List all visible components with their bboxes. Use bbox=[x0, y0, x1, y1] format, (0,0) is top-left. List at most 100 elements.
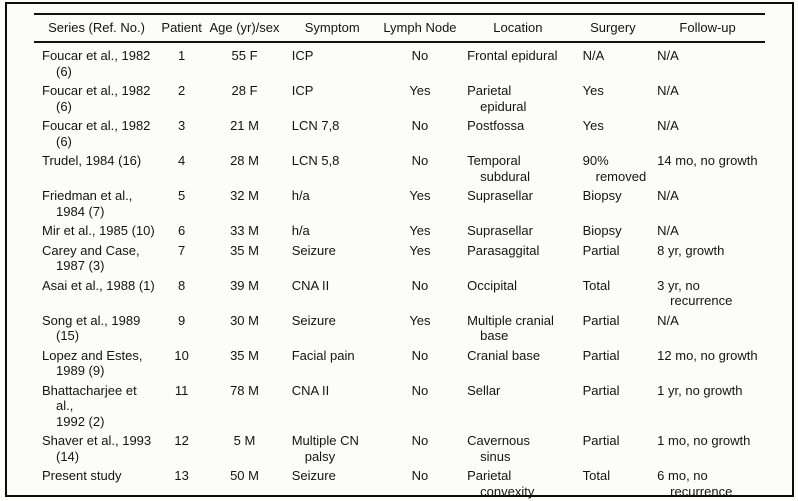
cell-lymph_node: No bbox=[411, 118, 429, 133]
cell-age_sex: 28 M bbox=[230, 153, 259, 168]
cell-age_sex: 55 F bbox=[231, 48, 258, 63]
cell-series: Bhattacharjee et al., 1992 (2) bbox=[42, 382, 137, 429]
cell-location: Suprasellar bbox=[467, 188, 533, 203]
cell-age_sex: 78 M bbox=[230, 382, 259, 398]
cell-follow_up: 1 yr, no growth bbox=[657, 382, 743, 398]
cell-symptom: Facial pain bbox=[291, 347, 355, 363]
cell-location: Cavernous sinus bbox=[467, 433, 531, 464]
table-row: Trudel, 1984 (16) 4 28 M LCN 5,8 No Temporal … bbox=[34, 151, 765, 186]
table-frame: Series (Ref. No.) Patient Age (yr)/sex S… bbox=[5, 2, 794, 501]
cell-age_sex: 50 M bbox=[230, 468, 259, 483]
cell-series: Foucar et al., 1982 (6) bbox=[42, 48, 151, 79]
column-header-series: Series (Ref. No.) bbox=[34, 13, 159, 43]
table-row: Mir et al., 1985 (10) 6 33 M h/a Yes Suprasel… bbox=[34, 221, 765, 241]
cell-follow_up: N/A bbox=[657, 83, 679, 98]
cell-follow_up: N/A bbox=[657, 48, 679, 63]
cell-symptom: Multiple CN palsy bbox=[291, 433, 359, 464]
table-row: Lopez and Estes, 1989 (9) 10 35 M Facial pa… bbox=[34, 346, 765, 381]
cell-symptom: ICP bbox=[291, 83, 314, 98]
column-header-age-sex: Age (yr)/sex bbox=[204, 13, 285, 43]
table-row: Asai et al., 1988 (1) 8 39 M CNA II No Occipi… bbox=[34, 276, 765, 311]
table-row: Bhattacharjee et al., 1992 (2) 11 78 M CNA … bbox=[34, 381, 765, 432]
case-series-table: Series (Ref. No.) Patient Age (yr)/sex S… bbox=[34, 13, 765, 501]
column-header-surgery: Surgery bbox=[575, 13, 651, 43]
table-row: Shaver et al., 1993 (14) 12 5 M Multiple CN… bbox=[34, 431, 765, 466]
cell-patient: 12 bbox=[174, 433, 189, 448]
cell-location: Parietal convexity bbox=[467, 468, 535, 499]
cell-symptom: Seizure bbox=[291, 468, 336, 483]
column-header-location: Location bbox=[460, 13, 576, 43]
cell-location: Occipital bbox=[467, 277, 517, 293]
cell-series: Friedman et al., 1984 (7) bbox=[42, 188, 133, 219]
cell-patient: 2 bbox=[178, 83, 186, 98]
cell-patient: 9 bbox=[178, 312, 186, 328]
cell-symptom: CNA II bbox=[291, 382, 330, 398]
cell-location: Suprasellar bbox=[467, 223, 533, 238]
cell-symptom: h/a bbox=[291, 188, 310, 203]
cell-series: Mir et al., 1985 (10) bbox=[42, 223, 155, 238]
table-row: Carey and Case, 1987 (3) 7 35 M Seizure Yes P… bbox=[34, 241, 765, 276]
cell-follow_up: N/A bbox=[657, 118, 679, 133]
cell-lymph_node: Yes bbox=[409, 312, 431, 328]
cell-surgery: Partial bbox=[582, 382, 620, 398]
cell-location: Multiple cranial base bbox=[467, 312, 554, 344]
cell-surgery: Partial bbox=[582, 312, 620, 328]
cell-age_sex: 33 M bbox=[230, 223, 259, 238]
cell-surgery: Biopsy bbox=[582, 223, 622, 238]
cell-age_sex: 5 M bbox=[233, 433, 256, 448]
cell-location: Cranial base bbox=[467, 347, 541, 363]
cell-series: Present study bbox=[42, 468, 122, 483]
table-row: Foucar et al., 1982 (6) 3 21 M LCN 7,8 No Pos… bbox=[34, 116, 765, 151]
cell-series: Song et al., 1989 (15) bbox=[42, 312, 141, 344]
cell-surgery: Biopsy bbox=[582, 188, 622, 203]
cell-series: Lopez and Estes, 1989 (9) bbox=[42, 347, 143, 379]
cell-follow_up: N/A bbox=[657, 223, 679, 238]
cell-symptom: Seizure bbox=[291, 242, 336, 258]
table-row: Foucar et al., 1982 (6) 2 28 F ICP Yes Pariet… bbox=[34, 81, 765, 116]
cell-symptom: ICP bbox=[291, 48, 314, 63]
cell-symptom: CNA II bbox=[291, 277, 330, 293]
cell-follow_up: N/A bbox=[657, 312, 679, 328]
cell-location: Frontal epidural bbox=[467, 48, 558, 63]
cell-lymph_node: No bbox=[411, 382, 429, 398]
cell-follow_up: 12 mo, no growth bbox=[657, 347, 758, 363]
cell-lymph_node: No bbox=[411, 433, 429, 448]
cell-surgery: 90% removed bbox=[582, 153, 647, 184]
cell-patient: 3 bbox=[178, 118, 186, 133]
column-header-lymph-node: Lymph Node bbox=[379, 13, 461, 43]
header-row: Series (Ref. No.) Patient Age (yr)/sex S… bbox=[34, 13, 765, 43]
cell-surgery: Partial bbox=[582, 433, 620, 448]
cell-age_sex: 30 M bbox=[230, 312, 259, 328]
cell-lymph_node: Yes bbox=[409, 223, 431, 238]
table-row: Friedman et al., 1984 (7) 5 32 M h/a Yes Supr… bbox=[34, 186, 765, 221]
column-header-patient: Patient bbox=[159, 13, 205, 43]
cell-age_sex: 39 M bbox=[230, 277, 259, 293]
cell-surgery: Yes bbox=[582, 83, 604, 98]
cell-patient: 5 bbox=[178, 188, 186, 203]
cell-location: Sellar bbox=[467, 382, 501, 398]
cell-location: Parasaggital bbox=[467, 242, 540, 258]
cell-series: Trudel, 1984 (16) bbox=[42, 153, 142, 168]
cell-patient: 8 bbox=[178, 277, 186, 293]
cell-symptom: LCN 5,8 bbox=[291, 153, 340, 168]
cell-location: Parietal epidural bbox=[467, 83, 527, 114]
column-header-follow-up: Follow-up bbox=[650, 13, 765, 43]
cell-series: Carey and Case, 1987 (3) bbox=[42, 242, 140, 274]
cell-patient: 10 bbox=[174, 347, 189, 363]
cell-lymph_node: No bbox=[411, 48, 429, 63]
cell-lymph_node: No bbox=[411, 277, 429, 293]
cell-follow_up: N/A bbox=[657, 188, 679, 203]
cell-surgery: Total bbox=[582, 277, 611, 293]
cell-age_sex: 32 M bbox=[230, 188, 259, 203]
cell-location: Temporal subdural bbox=[467, 153, 531, 184]
cell-series: Foucar et al., 1982 (6) bbox=[42, 118, 151, 149]
cell-surgery: Partial bbox=[582, 242, 620, 258]
cell-patient: 4 bbox=[178, 153, 186, 168]
cell-patient: 7 bbox=[178, 242, 186, 258]
cell-series: Foucar et al., 1982 (6) bbox=[42, 83, 151, 114]
cell-patient: 1 bbox=[178, 48, 186, 63]
cell-age_sex: 21 M bbox=[230, 118, 259, 133]
cell-surgery: Total bbox=[582, 468, 611, 483]
cell-lymph_node: No bbox=[411, 468, 429, 483]
